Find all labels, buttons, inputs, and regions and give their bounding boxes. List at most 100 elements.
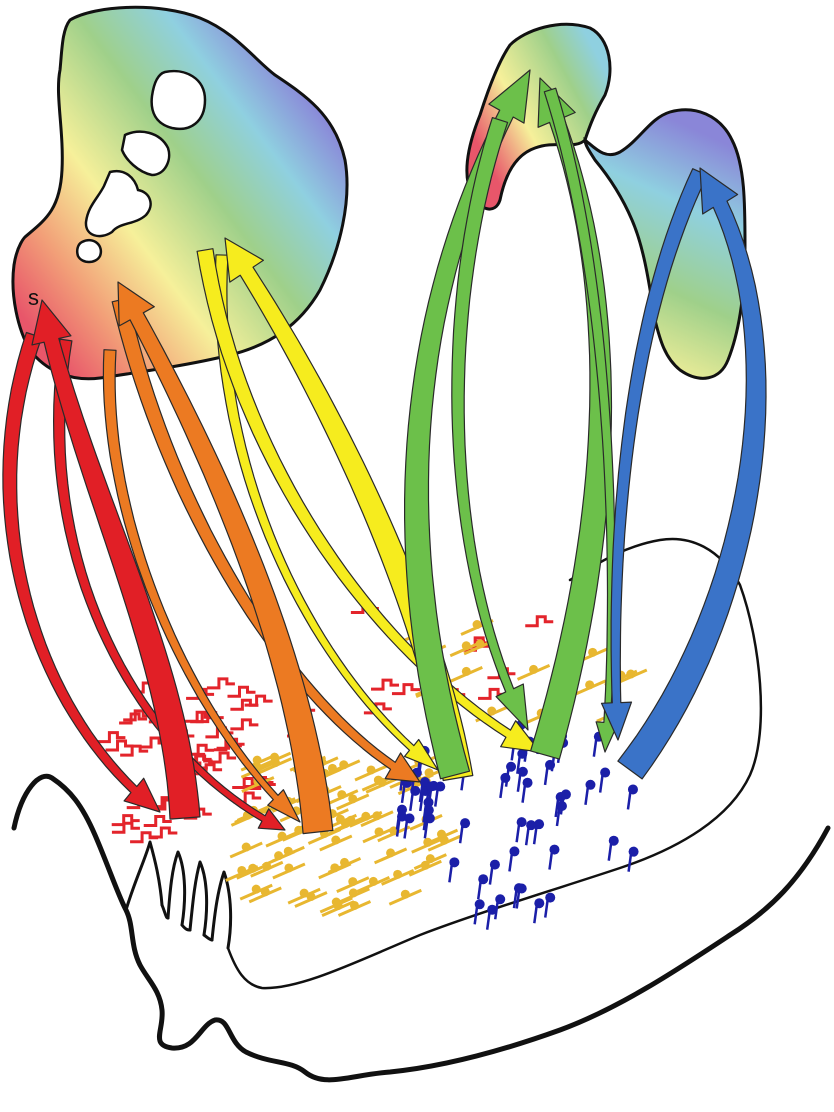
gold-cell-marker xyxy=(327,857,362,874)
lower-outline xyxy=(11,773,831,1083)
navy-cell-marker xyxy=(395,804,408,830)
red-cell-marker xyxy=(139,736,168,749)
gold-cell-marker xyxy=(325,789,359,806)
navy-cell-marker xyxy=(532,819,545,845)
gold-cell-marker xyxy=(287,887,321,905)
hole-1 xyxy=(150,69,207,131)
red-cell-marker xyxy=(149,826,178,839)
navy-cell-marker xyxy=(626,784,638,810)
red-cell-marker xyxy=(105,739,134,752)
fold-4 xyxy=(210,870,233,950)
red-cell-marker xyxy=(123,709,152,722)
navy-cell-marker xyxy=(485,904,498,930)
navy-cell-marker xyxy=(598,767,611,793)
arrow-blue-ascending xyxy=(617,167,767,780)
navy-cell-marker xyxy=(423,813,435,839)
gold-cell-marker xyxy=(388,888,422,906)
left-lobe xyxy=(11,5,349,381)
navy-cell-marker xyxy=(488,859,500,885)
navy-cell-marker xyxy=(516,766,528,792)
gold-cell-marker xyxy=(229,841,263,859)
navy-cell-marker xyxy=(473,899,485,925)
red-cell-marker xyxy=(120,744,149,757)
gold-cell-marker xyxy=(381,868,415,886)
navy-cell-marker xyxy=(627,846,639,872)
navy-cell-marker xyxy=(476,874,489,900)
red-cell-marker xyxy=(186,743,215,756)
navy-cell-marker xyxy=(515,817,527,843)
arrow-green-descending-a xyxy=(451,117,529,731)
navy-cell-marker xyxy=(543,892,556,918)
fold-3 xyxy=(188,860,209,937)
gold-cell-marker xyxy=(449,666,483,683)
arrow-blue-descending xyxy=(600,168,708,741)
gold-cell-marker xyxy=(248,886,282,904)
gold-cell-marker xyxy=(319,834,353,852)
navy-cell-marker xyxy=(403,813,415,839)
navy-cell-marker xyxy=(548,844,560,870)
gold-cell-marker xyxy=(516,664,551,681)
gold-cell-marker xyxy=(321,900,355,917)
navy-cell-marker xyxy=(524,820,537,846)
navy-cell-marker xyxy=(499,772,511,799)
red-cell-marker xyxy=(111,821,140,834)
arrow-green-ascending-a xyxy=(404,69,531,780)
gold-cell-marker xyxy=(373,847,408,865)
navy-cell-marker xyxy=(508,846,520,872)
gold-cell-marker xyxy=(349,810,383,828)
projection-arrows xyxy=(2,69,767,835)
fold-2 xyxy=(166,850,187,927)
gold-cell-marker xyxy=(250,860,284,878)
gold-cell-marker xyxy=(573,679,607,697)
gold-cell-marker xyxy=(336,887,370,905)
arrow-red-ascending xyxy=(31,299,201,820)
red-cell-marker xyxy=(230,718,259,731)
gold-cell-marker xyxy=(271,845,305,863)
region-label-s: s xyxy=(28,285,39,310)
arrow-green-descending-b xyxy=(543,87,619,753)
navy-cell-marker xyxy=(422,805,434,831)
navy-cell-marker xyxy=(607,835,619,861)
hole-3 xyxy=(84,169,152,238)
gold-cell-marker xyxy=(336,793,370,811)
arrow-yellow-descending-a xyxy=(214,254,439,771)
arrow-red-descending-a xyxy=(2,331,161,813)
navy-cell-marker xyxy=(584,779,596,805)
fold-base xyxy=(160,903,214,942)
red-cell-marker xyxy=(97,731,126,744)
red-cell-marker xyxy=(232,777,261,790)
red-cell-marker xyxy=(206,677,235,690)
fold-1 xyxy=(124,840,164,912)
hole-2 xyxy=(120,130,171,177)
gold-cell-marker xyxy=(272,862,306,880)
red-cell-marker xyxy=(371,678,400,691)
hole-4 xyxy=(75,239,103,264)
navy-cell-marker xyxy=(434,781,446,807)
navy-cell-marker xyxy=(448,857,460,883)
arrow-orange-ascending xyxy=(117,281,334,835)
red-cell-marker xyxy=(525,615,554,628)
red-cell-marker xyxy=(391,683,420,696)
gold-cell-marker xyxy=(336,876,370,893)
gold-cell-marker xyxy=(356,876,390,893)
navy-cell-marker xyxy=(555,800,567,827)
red-cell-marker xyxy=(244,694,273,707)
arrow-yellow-descending-b xyxy=(196,248,541,753)
gold-cell-marker xyxy=(408,859,442,877)
gold-cell-marker xyxy=(354,764,388,782)
red-cell-marker xyxy=(208,751,237,764)
navy-cell-marker xyxy=(521,777,533,803)
arrow-orange-descending-b xyxy=(111,297,421,783)
gold-cell-marker xyxy=(413,853,447,871)
gold-cell-marker xyxy=(239,883,273,901)
gold-cell-marker xyxy=(411,836,445,854)
gold-cell-marker xyxy=(257,751,292,769)
red-cell-marker xyxy=(227,685,256,698)
gold-cell-marker xyxy=(265,830,299,848)
navy-cell-marker xyxy=(458,818,471,844)
red-cell-marker xyxy=(143,814,172,827)
nucleus-outline xyxy=(226,537,763,990)
navy-cell-marker xyxy=(515,883,527,909)
navy-cell-marker xyxy=(533,898,545,924)
